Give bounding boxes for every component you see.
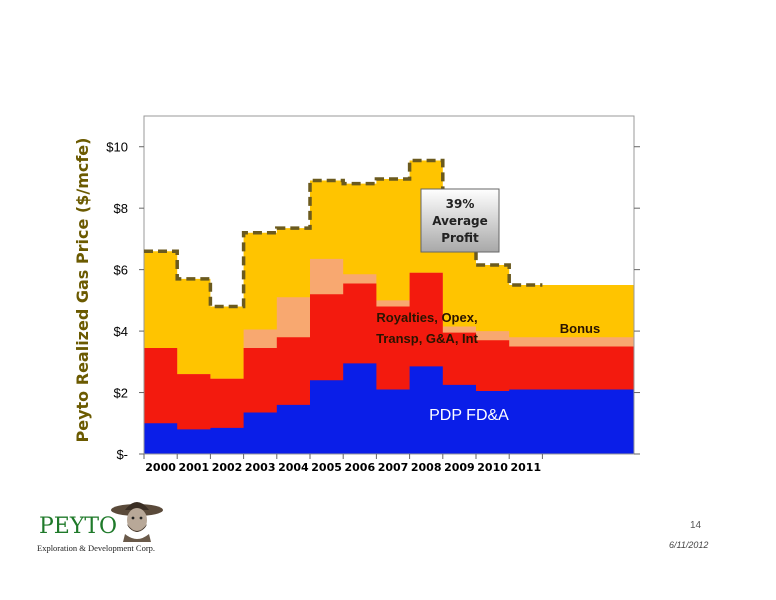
page-number: 14 — [690, 520, 702, 531]
logo-wordmark: PEYTO — [39, 514, 118, 539]
stacked-areas — [144, 160, 634, 454]
x-tick-label: 2003 — [245, 461, 276, 474]
y-tick-label: $4 — [114, 324, 128, 339]
cowboy-portrait-icon — [111, 502, 163, 542]
x-tick-label: 2000 — [145, 461, 176, 474]
y-tick-label: $6 — [114, 263, 128, 278]
pdp-label: PDP FD&A — [429, 407, 509, 424]
x-tick-label: 2001 — [178, 461, 209, 474]
x-tick-label: 2002 — [212, 461, 243, 474]
y-tick-label: $2 — [114, 386, 128, 401]
y-tick-label: $8 — [114, 201, 128, 216]
plot-border — [143, 115, 635, 455]
area-pdp-fd-a — [144, 363, 634, 454]
x-tick-label: 2004 — [278, 461, 309, 474]
x-tick-label: 2009 — [444, 461, 475, 474]
bonus-label: Bonus — [560, 321, 600, 336]
total-price-dashed-line — [144, 158, 543, 309]
costs-label-line-2: Transp, G&A, Int — [376, 331, 479, 346]
total-price-line — [144, 158, 543, 309]
slide-date: 6/11/2012 — [669, 540, 709, 550]
profit-annotation: 39% Average Profit — [420, 188, 500, 253]
x-tick-label: 2007 — [378, 461, 409, 474]
profit-label-line-1: 39% — [446, 197, 475, 211]
costs-label-line-1: Royalties, Opex, — [376, 310, 477, 325]
x-tick-label: 2008 — [411, 461, 442, 474]
y-tick-label: $- — [116, 447, 128, 462]
plot-frame — [143, 115, 635, 455]
profit-label-line-2: Average — [432, 214, 488, 228]
x-tick-label: 2005 — [311, 461, 342, 474]
x-tick-label: 2010 — [477, 461, 508, 474]
x-tick-label: 2006 — [344, 461, 375, 474]
y-tick-label: $10 — [106, 140, 128, 155]
y-axis-ticks: $- $2 $4 $6 $8 $10 — [106, 140, 640, 462]
y-axis-label: Peyto Realized Gas Price ($/mcfe) — [73, 138, 92, 443]
profit-label-line-3: Profit — [441, 231, 479, 245]
profit-box — [420, 188, 500, 253]
peyto-logo: PEYTO Exploration & Development Corp. — [35, 498, 165, 560]
x-axis-ticks: 2000 2001 2002 2003 2004 2005 2006 2007 2008 2009… — [143, 454, 543, 474]
x-tick-label: 2011 — [510, 461, 541, 474]
logo-subtitle: Exploration & Development Corp. — [37, 543, 156, 553]
